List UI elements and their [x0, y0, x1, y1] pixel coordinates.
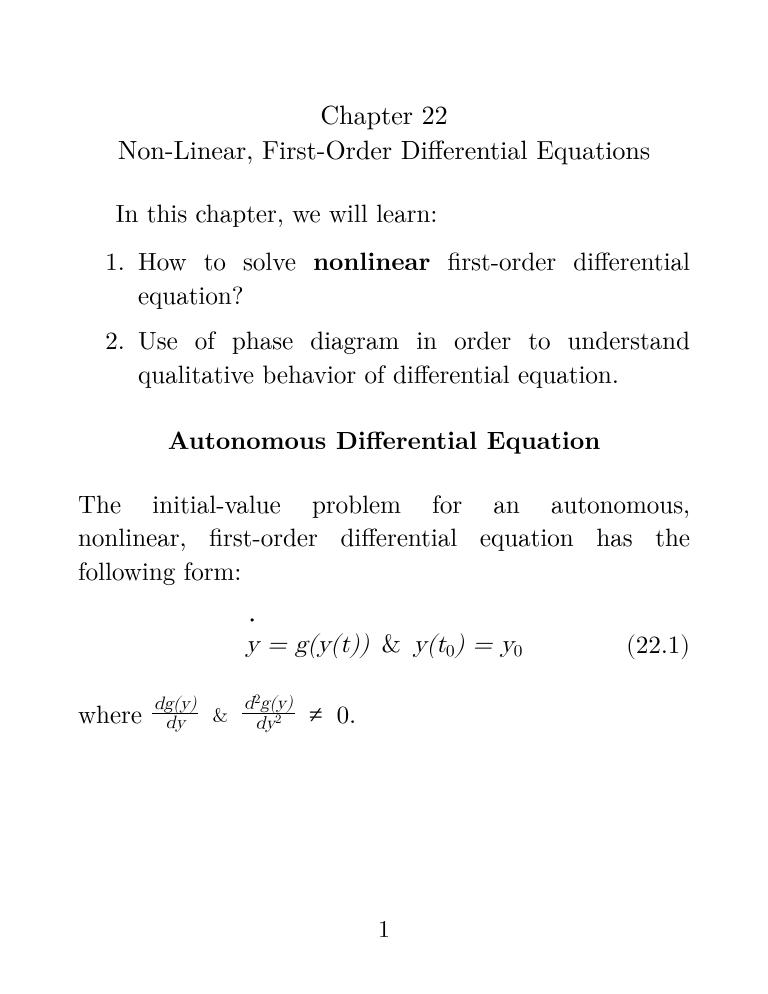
fraction: d2g(y) dy2 — [242, 694, 295, 734]
fraction-numerator: d2g(y) — [242, 694, 295, 715]
equation-display: y = g(y(t)) & y(t0) = y0 (22.1) — [78, 628, 690, 664]
list-item-bold: nonlinear — [313, 243, 430, 278]
list-item-text-prefix: How to solve — [138, 243, 313, 278]
not-equal-sign: ≠ — [305, 697, 327, 731]
body-paragraph: The initial-value problem for an autonom… — [78, 487, 690, 588]
num-part: g(y) — [260, 695, 293, 713]
num-part: d — [244, 695, 254, 713]
where-clause: where dg(y) dy & d2g(y) dy2 ≠ 0. — [78, 694, 690, 734]
list-item: How to solve nonlinear first-order diffe… — [133, 244, 690, 312]
fraction-denominator: dy2 — [254, 714, 284, 734]
equation-number: (22.1) — [626, 629, 690, 663]
learning-objectives-list: How to solve nonlinear first-order diffe… — [78, 244, 690, 391]
fraction-denominator: dy — [163, 714, 187, 733]
y-dot: y — [246, 628, 259, 662]
document-page: Chapter 22 Non-Linear, First-Order Diffe… — [0, 0, 768, 854]
list-item: Use of phase diagram in order to underst… — [133, 323, 690, 391]
fraction-numerator: dg(y) — [152, 695, 199, 715]
subscript: 0 — [514, 643, 523, 660]
fraction: dg(y) dy — [152, 695, 199, 734]
chapter-heading: Chapter 22 Non-Linear, First-Order Diffe… — [78, 96, 690, 166]
subscript: 0 — [446, 643, 455, 660]
equation-part: y(t — [405, 632, 446, 657]
list-item-text: Use of phase diagram in order to underst… — [138, 322, 690, 391]
equation-part: ) = y — [455, 632, 514, 657]
chapter-title: Non-Linear, First-Order Differential Equ… — [78, 131, 690, 166]
equation-part: = g(y(t)) — [259, 632, 378, 657]
page-number: 1 — [0, 910, 768, 944]
equation-content: y = g(y(t)) & y(t0) = y0 — [246, 628, 523, 664]
where-tail: 0. — [337, 697, 356, 731]
section-heading: Autonomous Differential Equation — [78, 423, 690, 457]
where-label: where — [78, 697, 142, 731]
ampersand: & — [208, 700, 232, 727]
chapter-number: Chapter 22 — [78, 96, 690, 131]
ampersand: & — [378, 632, 405, 657]
den-part: dy — [256, 715, 276, 733]
superscript: 2 — [275, 714, 281, 726]
intro-text: In this chapter, we will learn: — [78, 196, 690, 230]
